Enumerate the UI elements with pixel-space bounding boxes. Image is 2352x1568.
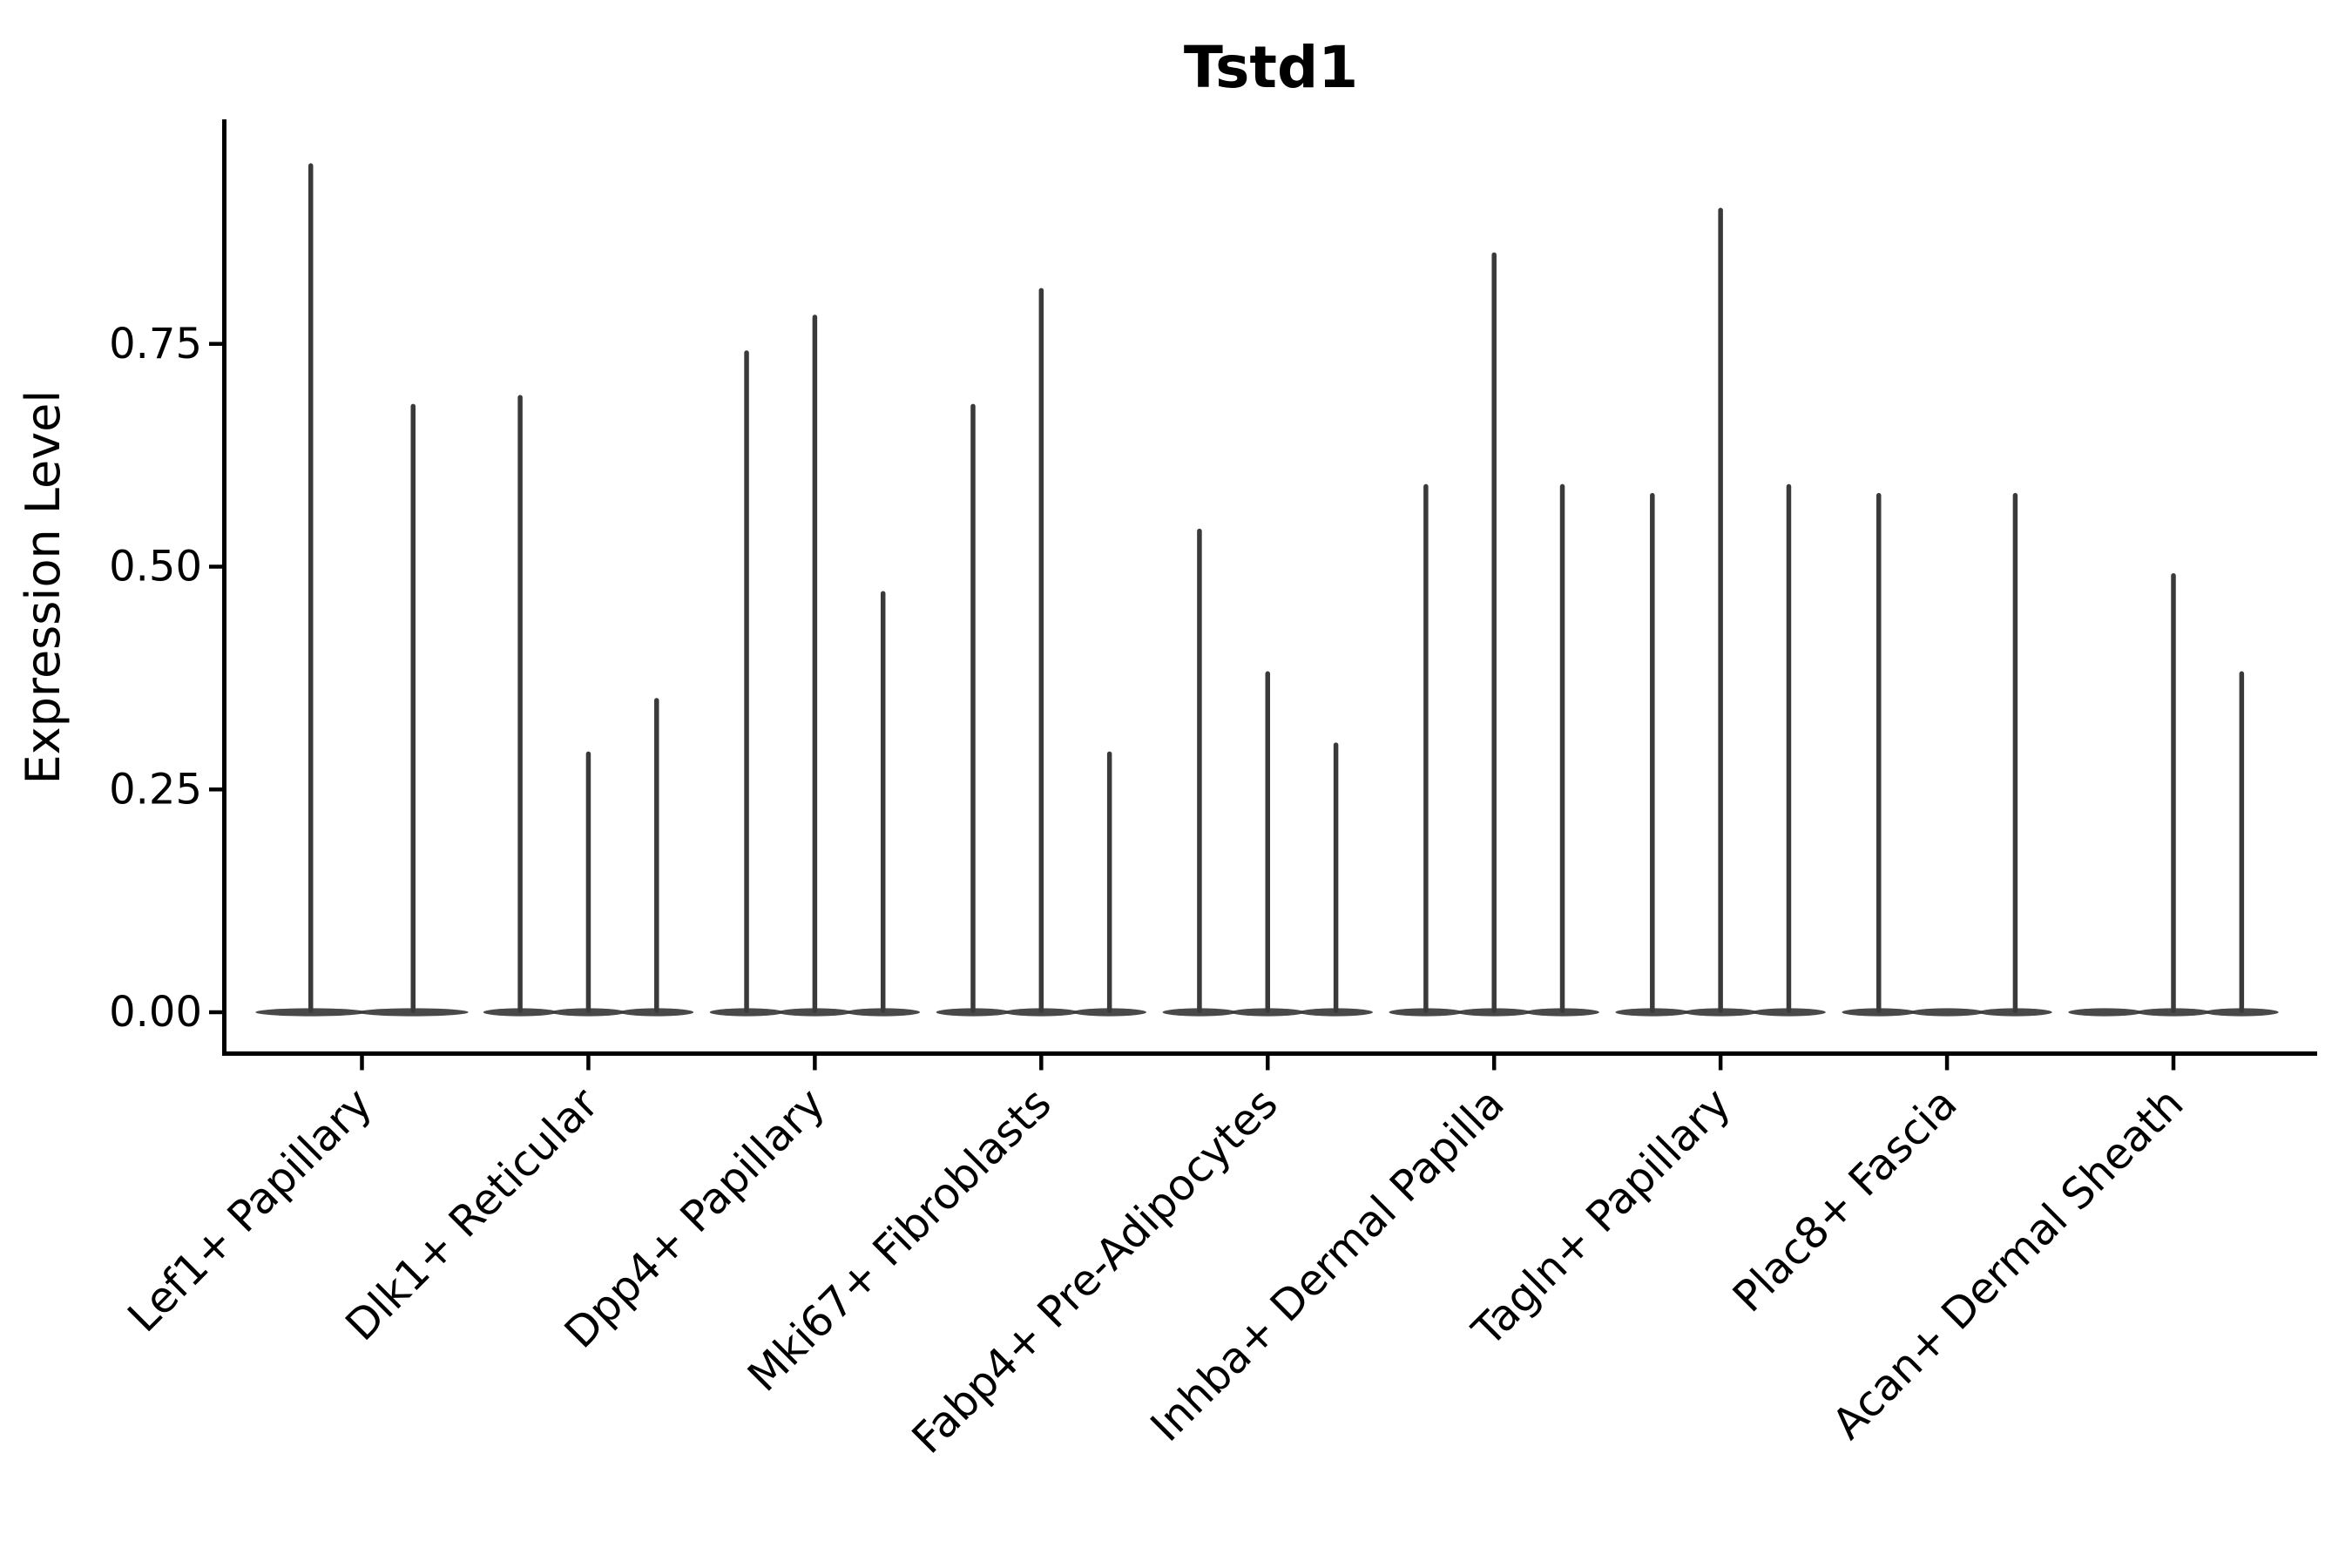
violin-group-5 bbox=[1162, 528, 1373, 1017]
violin-group-1 bbox=[255, 163, 469, 1017]
violin-group-6 bbox=[1389, 252, 1599, 1017]
x-tick-label-plac8-fascia: Plac8+ Fascia bbox=[1723, 1078, 1966, 1321]
y-axis-ticks: 0.00 0.25 0.50 0.75 bbox=[109, 320, 222, 1037]
violin-base bbox=[2068, 1008, 2142, 1017]
y-tick-label: 0.00 bbox=[109, 988, 202, 1037]
chart-title: Tstd1 bbox=[1184, 34, 1358, 101]
violin-group-2 bbox=[483, 395, 694, 1017]
y-axis-label: Expression Level bbox=[16, 390, 71, 785]
y-tick-label: 0.75 bbox=[109, 320, 202, 368]
y-tick-label: 0.25 bbox=[109, 765, 202, 814]
violins bbox=[255, 163, 2279, 1017]
violin-group-9 bbox=[2068, 572, 2279, 1017]
violin-group-8 bbox=[1842, 492, 2052, 1017]
violin-group-7 bbox=[1615, 207, 1826, 1017]
x-tick-label-lef1-papillary: Lef1+ Papillary bbox=[118, 1078, 382, 1342]
x-tick-label-fabp4-pre-adipocytes: Fabp4+ Pre-Adipocytes bbox=[902, 1078, 1288, 1463]
violin-group-3 bbox=[709, 314, 921, 1017]
y-tick-label: 0.50 bbox=[109, 543, 202, 591]
violin-group-4 bbox=[936, 287, 1146, 1017]
violin-base bbox=[1909, 1008, 1984, 1017]
